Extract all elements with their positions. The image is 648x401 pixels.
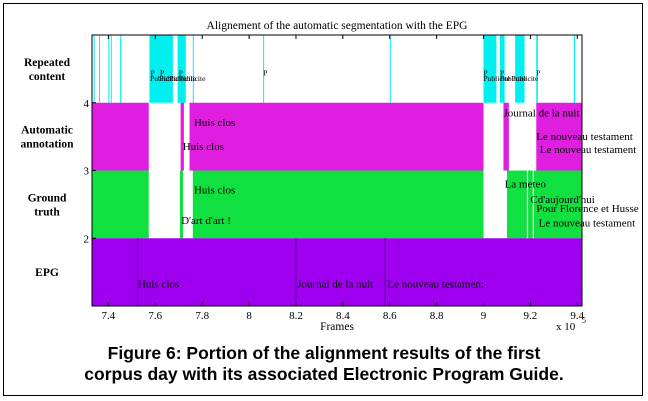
segment-labels: PPublicitePPublicitePublicitePPubliciteP… (138, 69, 639, 291)
repeated-segment-10 (483, 35, 497, 103)
automatic-label-0: Huis clos (194, 117, 235, 129)
segments (92, 35, 582, 306)
repeated-segment-13 (536, 35, 538, 103)
ground_truth-segment-1 (179, 170, 183, 239)
epg-segment-0 (92, 238, 582, 306)
x-tick-label-9: 9.2 (524, 310, 538, 322)
ground_truth-segment-4 (528, 170, 533, 239)
epg-label-0: Huis clos (138, 279, 179, 291)
x-tick-label-8: 9 (481, 310, 487, 322)
ground_truth-segment-0 (92, 170, 149, 239)
x-multiplier-exponent: 5 (582, 316, 586, 325)
automatic-label-1: Huis clos (183, 141, 224, 153)
repeated-segment-11 (499, 35, 505, 103)
caption-line-1: Figure 6: Portion of the alignment resul… (107, 343, 541, 363)
x-axis-ticks: 7.4 7.6 7.8 8 8.2 8.4 8.6 8.8 9 9.2 9.4 (102, 35, 585, 322)
chart-title: Alignement of the automatic segmentation… (207, 20, 468, 32)
x-tick-label-6: 8.6 (383, 310, 397, 322)
ground_truth-label-2: La meteo (505, 178, 547, 190)
repeated-label-1: Publicite (150, 74, 177, 83)
x-tick-label-10: 9.4 (570, 310, 584, 322)
row-label-repeated-0: Repeated (24, 57, 71, 69)
automatic-label-4: Le nouveau testament (540, 144, 637, 156)
repeated-label-7: P (263, 69, 267, 78)
automatic-label-3: Le nouveau testament (536, 131, 633, 143)
ground_truth-segment-5 (533, 170, 582, 239)
automatic-segment-3 (503, 102, 509, 171)
ground_truth-segment-2 (192, 170, 484, 239)
repeated-segment-14 (573, 35, 575, 103)
repeated-segment-4 (120, 35, 122, 103)
row-labels: Repeated content Automatic annotation Ground… (20, 57, 74, 279)
repeated-segment-2 (108, 35, 110, 103)
repeated-label-6: Publicite (179, 74, 206, 83)
x-tick-label-4: 8.2 (289, 310, 303, 322)
x-axis-label: Frames (320, 321, 354, 333)
ground_truth-label-3: Cd'aujourd'hui (530, 194, 594, 206)
boundaries (137, 238, 386, 306)
repeated-label-10: P (500, 69, 504, 78)
repeated-segment-12 (515, 35, 525, 103)
repeated-segment-3 (110, 35, 112, 103)
repeated-segment-8 (263, 35, 265, 103)
ground_truth-label-4: Pour Florence et Husse (536, 203, 638, 215)
automatic-segment-0 (92, 102, 149, 171)
epg-label-1: Journal de la nuit (297, 279, 373, 291)
x-tick-label-7: 8.8 (430, 310, 444, 322)
repeated-label-12: Publicite (512, 74, 539, 83)
epg-label-2: Le nouveau testamen: (387, 279, 484, 291)
row-label-automatic-1: annotation (20, 139, 74, 151)
repeated-label-8: P (484, 69, 488, 78)
repeated-segment-9 (389, 35, 391, 103)
x-tick-label-3: 8 (246, 310, 252, 322)
ground_truth-segment-3 (506, 170, 527, 239)
caption-line-2: corpus day with its associated Electroni… (84, 364, 564, 384)
row-label-ground_truth-0: Ground (28, 192, 67, 204)
repeated-label-3: Publicite (160, 74, 187, 83)
y-tick-label-0: 2 (84, 233, 90, 245)
x-tick-label-2: 7.8 (195, 310, 209, 322)
y-tick-label-1: 3 (84, 166, 90, 178)
ground_truth-label-1: D'art d'art ! (181, 215, 231, 227)
automatic-segment-4 (536, 102, 582, 171)
repeated-segment-1 (99, 35, 101, 103)
y-tick-label-2: 4 (84, 98, 90, 110)
y-axis-ticks: 2 3 4 (84, 98, 96, 245)
x-multiplier-label: x 10 (556, 321, 576, 333)
repeated-label-9: Publicite (484, 74, 511, 83)
ground_truth-label-5: Le nouveau testament (539, 218, 636, 230)
row-label-repeated-1: content (29, 71, 66, 83)
repeated-label-5: P (179, 69, 183, 78)
repeated-segment-7 (192, 35, 194, 103)
x-tick-label-0: 7.4 (102, 310, 116, 322)
automatic-segment-1 (180, 102, 184, 171)
repeated-label-2: P (160, 69, 164, 78)
ground_truth-label-0: Huis clos (194, 185, 235, 197)
repeated-segment-0 (93, 35, 95, 103)
row-label-epg-0: EPG (35, 267, 59, 279)
repeated-label-11: Publicite (500, 74, 527, 83)
x-tick-label-1: 7.6 (148, 310, 162, 322)
repeated-segment-5 (149, 35, 173, 103)
automatic-segment-2 (189, 102, 484, 171)
row-label-ground_truth-1: truth (34, 206, 60, 218)
repeated-segment-6 (177, 35, 186, 103)
x-tick-label-5: 8.4 (336, 310, 350, 322)
repeated-label-4: Publicite (169, 74, 196, 83)
repeated-label-0: P (151, 69, 155, 78)
automatic-label-2: Journal de la nuit (503, 107, 579, 119)
repeated-label-13: P (536, 69, 540, 78)
row-label-automatic-0: Automatic (21, 125, 73, 137)
